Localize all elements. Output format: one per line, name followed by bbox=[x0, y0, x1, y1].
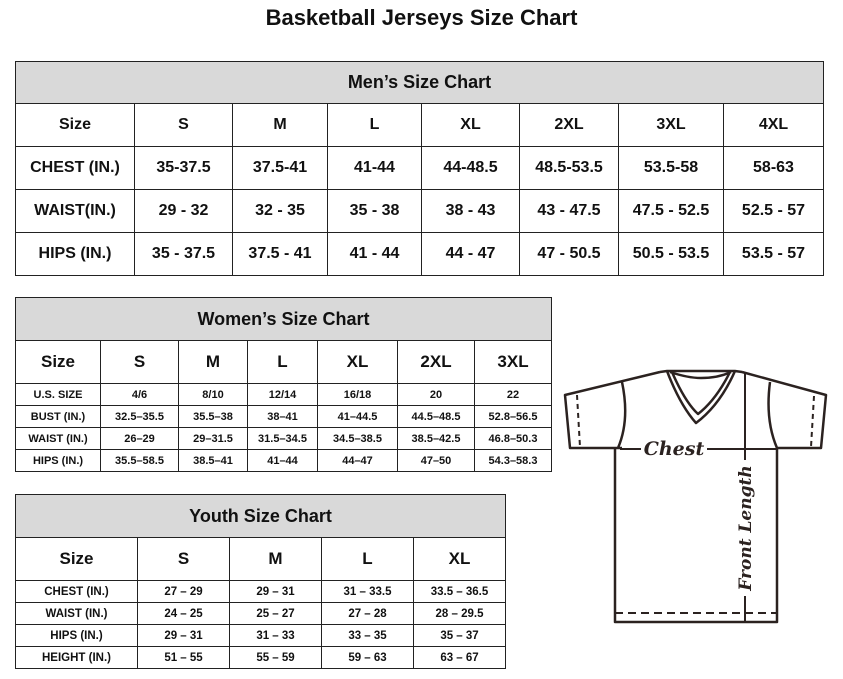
cell: 2XL bbox=[519, 103, 619, 147]
front-length-label: Front Length bbox=[736, 465, 756, 591]
cell: 44-48.5 bbox=[421, 146, 520, 190]
cell: 26–29 bbox=[100, 427, 179, 450]
cell: 51 – 55 bbox=[137, 646, 230, 669]
cell: 28 – 29.5 bbox=[412, 602, 507, 625]
cell: 37.5 - 41 bbox=[232, 232, 328, 276]
table-row: WAIST (IN.) 24 – 25 25 – 27 27 – 28 28 – 29.… bbox=[15, 602, 507, 625]
cell: 38 - 43 bbox=[421, 189, 520, 233]
table-row: WAIST (IN.) 26–29 29–31.5 31.5–34.5 34.5–38.… bbox=[15, 427, 553, 450]
cell: 41-44 bbox=[327, 146, 422, 190]
cell: XL bbox=[421, 103, 520, 147]
row-label: WAIST(IN.) bbox=[15, 189, 135, 233]
cell: M bbox=[229, 537, 322, 581]
page-title: Basketball Jerseys Size Chart bbox=[265, 5, 578, 30]
cell: 48.5-53.5 bbox=[519, 146, 619, 190]
cell: 29 – 31 bbox=[137, 624, 230, 647]
header-row: Size S M L XL 2XL 3XL 4XL bbox=[15, 103, 824, 147]
cell: 31 – 33 bbox=[229, 624, 322, 647]
womens-size-table: Women’s Size Chart Size S M L XL 2XL 3XL U.S. S… bbox=[14, 297, 553, 472]
table-row: BUST (IN.) 32.5–35.5 35.5–38 38–41 41–44.5 44… bbox=[15, 405, 553, 428]
cell: 35 - 37.5 bbox=[134, 232, 233, 276]
cell: 27 – 29 bbox=[137, 580, 230, 603]
cell: 24 – 25 bbox=[137, 602, 230, 625]
table-caption: Men’s Size Chart bbox=[15, 61, 824, 104]
table-row: HIPS (IN.) 35 - 37.5 37.5 - 41 41 - 44 44 - … bbox=[15, 232, 824, 276]
cell: 52.8–56.5 bbox=[473, 405, 553, 428]
table-row: U.S. SIZE 4/6 8/10 12/14 16/18 20 22 bbox=[15, 383, 553, 406]
row-label: Size bbox=[15, 340, 101, 384]
cell: 46.8–50.3 bbox=[473, 427, 553, 450]
cell: L bbox=[321, 537, 414, 581]
cell: L bbox=[247, 340, 318, 384]
cell: 33 – 35 bbox=[321, 624, 414, 647]
jersey-outline bbox=[563, 369, 828, 624]
cell: 58-63 bbox=[723, 146, 824, 190]
chest-label: Chest bbox=[644, 438, 705, 460]
cell: 53.5-58 bbox=[618, 146, 724, 190]
cell: 44.5–48.5 bbox=[397, 405, 475, 428]
table-row: HIPS (IN.) 35.5–58.5 38.5–41 41–44 44–47 47–5… bbox=[15, 449, 553, 472]
cell: 47 - 50.5 bbox=[519, 232, 619, 276]
cell: 35 - 38 bbox=[327, 189, 422, 233]
cell: 25 – 27 bbox=[229, 602, 322, 625]
row-label: Size bbox=[15, 537, 138, 581]
cell: 34.5–38.5 bbox=[317, 427, 398, 450]
row-label: BUST (IN.) bbox=[15, 405, 101, 428]
cell: L bbox=[327, 103, 422, 147]
row-label: HIPS (IN.) bbox=[15, 449, 101, 472]
youth-size-table: Youth Size Chart Size S M L XL CHEST (IN.) 27 … bbox=[14, 494, 507, 669]
cell: 52.5 - 57 bbox=[723, 189, 824, 233]
cell: 2XL bbox=[397, 340, 475, 384]
cell: M bbox=[232, 103, 328, 147]
cell: 35.5–38 bbox=[178, 405, 248, 428]
row-label: HEIGHT (IN.) bbox=[15, 646, 138, 669]
cell: S bbox=[137, 537, 230, 581]
cell: 38.5–41 bbox=[178, 449, 248, 472]
header-row: Size S M L XL 2XL 3XL bbox=[15, 340, 553, 384]
cell: XL bbox=[412, 537, 507, 581]
cell: S bbox=[134, 103, 233, 147]
cell: 32 - 35 bbox=[232, 189, 328, 233]
table-caption: Youth Size Chart bbox=[14, 494, 507, 538]
collar bbox=[665, 370, 737, 425]
cell: 33.5 – 36.5 bbox=[412, 580, 507, 603]
mens-size-table: Men’s Size Chart Size S M L XL 2XL 3XL 4XL CHEST… bbox=[15, 61, 824, 276]
cell: 3XL bbox=[618, 103, 724, 147]
cell: 41–44 bbox=[247, 449, 318, 472]
cell: 29–31.5 bbox=[178, 427, 248, 450]
table-row: CHEST (IN.) 35-37.5 37.5-41 41-44 44-48.5 48.… bbox=[15, 146, 824, 190]
cell: 47–50 bbox=[397, 449, 475, 472]
cell: 43 - 47.5 bbox=[519, 189, 619, 233]
cell: 54.3–58.3 bbox=[473, 449, 553, 472]
header-row: Size S M L XL bbox=[15, 537, 507, 581]
cell: 63 – 67 bbox=[412, 646, 507, 669]
cell: 59 – 63 bbox=[321, 646, 414, 669]
cell: 55 – 59 bbox=[229, 646, 322, 669]
cell: 53.5 - 57 bbox=[723, 232, 824, 276]
row-label: CHEST (IN.) bbox=[15, 146, 135, 190]
table-row: HEIGHT (IN.) 51 – 55 55 – 59 59 – 63 63 – 67 bbox=[15, 646, 507, 669]
cell: 41 - 44 bbox=[327, 232, 422, 276]
table-row: CHEST (IN.) 27 – 29 29 – 31 31 – 33.5 33.5 –… bbox=[15, 580, 507, 603]
table-row: WAIST(IN.) 29 - 32 32 - 35 35 - 38 38 - 43 43… bbox=[15, 189, 824, 233]
row-label: HIPS (IN.) bbox=[15, 232, 135, 276]
